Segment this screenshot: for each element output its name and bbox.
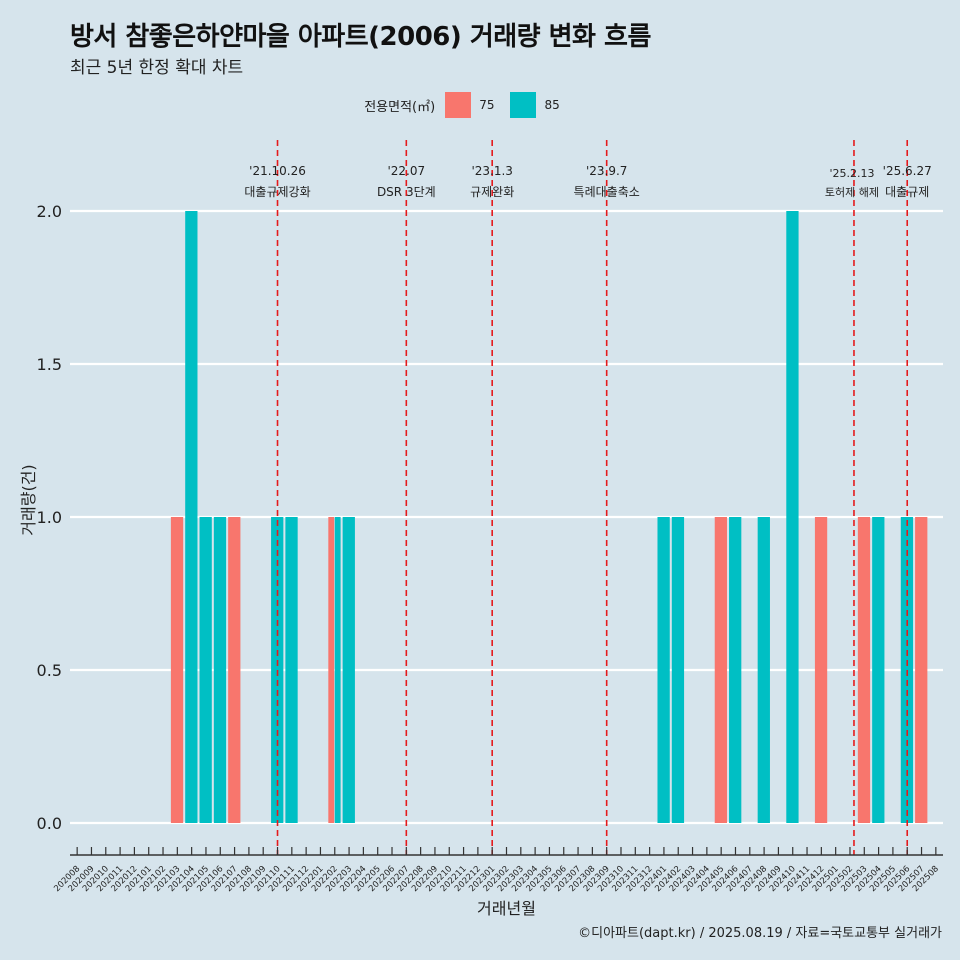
event-text-label: 규제완화	[470, 185, 514, 199]
event-date-label: '25.6.27	[883, 164, 932, 178]
event-date-label: '21.10.26	[249, 164, 306, 178]
bar-85	[786, 211, 799, 823]
bar-75	[857, 517, 871, 823]
bar-85	[185, 211, 198, 823]
y-tick-label: 0.5	[37, 661, 62, 680]
bar-75	[228, 517, 241, 823]
bar-85	[199, 517, 212, 823]
legend-label-75: 75	[479, 98, 495, 112]
bar-85	[657, 517, 670, 823]
legend-key-85	[510, 92, 537, 118]
bar-75	[170, 517, 184, 823]
x-axis-title: 거래년월	[477, 899, 536, 918]
event-date-label: '23.1.3	[471, 164, 512, 178]
chart-subtitle: 최근 5년 한정 확대 차트	[70, 58, 244, 78]
bar-85	[285, 517, 298, 823]
bar-75	[714, 517, 728, 823]
y-tick-label: 0.0	[37, 814, 62, 833]
chart-title: 방서 참좋은하얀마을 아파트(2006) 거래량 변화 흐름	[70, 22, 651, 52]
bar-75	[328, 517, 335, 823]
legend-key-75	[445, 92, 472, 118]
bar-85	[334, 517, 341, 823]
event-text-label: 대출규제	[885, 185, 929, 199]
event-text-label: 특례대출축소	[574, 185, 640, 199]
event-date-label: '25.2.13	[829, 167, 874, 180]
bar-75	[915, 517, 928, 823]
bar-85	[872, 517, 885, 823]
legend: 전용면적(㎡) 75 85	[0, 92, 960, 118]
bar-85	[342, 517, 355, 823]
event-text-label: DSR 3단계	[377, 185, 436, 199]
legend-label-85: 85	[544, 98, 560, 112]
y-tick-label: 1.5	[37, 355, 62, 374]
bar-75	[814, 517, 828, 823]
event-text-label: 토허제 해제	[825, 185, 879, 199]
bar-85	[729, 517, 742, 823]
bar-85	[671, 517, 685, 823]
y-tick-label: 2.0	[37, 202, 62, 221]
event-date-label: '22.07	[387, 164, 425, 178]
event-date-label: '23.9.7	[586, 164, 627, 178]
bar-85	[213, 517, 227, 823]
source-caption: ©디아파트(dapt.kr) / 2025.08.19 / 자료=국토교통부 실…	[578, 926, 942, 941]
y-tick-label: 1.0	[37, 508, 62, 527]
y-axis-title: 거래량(건)	[19, 464, 38, 535]
event-text-label: 대출규제강화	[244, 185, 310, 199]
legend-title: 전용면적(㎡)	[364, 99, 436, 115]
bar-85	[757, 517, 770, 823]
